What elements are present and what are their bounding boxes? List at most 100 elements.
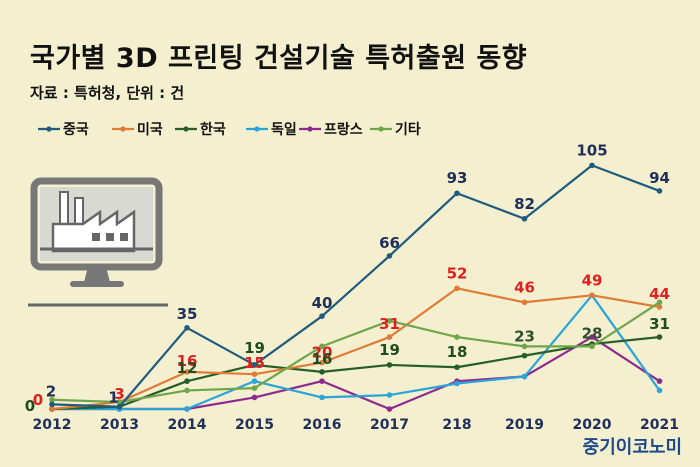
- data-label: 16: [312, 350, 333, 368]
- data-label: 93: [447, 169, 468, 187]
- series-line: [51, 335, 660, 411]
- data-point: [656, 387, 663, 394]
- data-label: 1: [108, 389, 118, 407]
- x-tick-label: 2014: [168, 417, 207, 433]
- legend-item: 미국: [112, 122, 163, 138]
- data-label: 31: [379, 315, 400, 333]
- data-point: [251, 394, 258, 401]
- data-point: [319, 359, 325, 366]
- data-point: [656, 304, 663, 310]
- data-point: [521, 299, 528, 306]
- data-point: [521, 343, 528, 350]
- legend-item: 기타: [370, 122, 421, 138]
- x-tick-label: 2020: [573, 417, 612, 433]
- data-label: 66: [379, 234, 400, 252]
- data-point: [319, 343, 325, 350]
- legend-label: 기타: [395, 122, 421, 138]
- data-point: [49, 396, 55, 403]
- x-tick-label: 2019: [505, 417, 544, 433]
- data-label: 23: [514, 327, 535, 345]
- data-label: 49: [582, 271, 603, 289]
- data-point: [184, 369, 190, 375]
- data-label: 18: [447, 343, 468, 361]
- series-6: [49, 299, 663, 405]
- data-labels: 2 1 35 40 66 93 82 105 94 0 3 16 15 20 31 52 46 49 44 0 12 19…: [25, 141, 670, 415]
- x-tick-label: 2021: [640, 417, 679, 433]
- data-label: 2: [46, 382, 56, 400]
- source-note: 자료 : 특허청, 단위 : 건: [30, 84, 185, 102]
- legend-marker: [46, 126, 52, 132]
- series-line: [51, 164, 660, 408]
- factory-monitor-icon: [28, 177, 168, 307]
- data-point: [656, 334, 663, 340]
- data-point: [386, 392, 393, 398]
- legend: 중국 미국 한국 독일 프랑스 기타: [38, 122, 421, 138]
- legend-marker: [120, 126, 126, 132]
- chart-title: 국가별 3D 프린팅 건설기술 특허출원 동향: [30, 43, 528, 74]
- data-label: 40: [312, 294, 333, 312]
- legend-label: 한국: [200, 122, 226, 138]
- data-point: [454, 334, 460, 340]
- series-2: [49, 285, 663, 412]
- data-label: 46: [514, 278, 535, 296]
- data-label: 35: [177, 305, 198, 323]
- data-point: [319, 378, 325, 384]
- data-point: [454, 285, 460, 292]
- data-point: [251, 385, 258, 391]
- data-point: [386, 362, 393, 368]
- data-point: [251, 371, 258, 378]
- x-tick-label: 2013: [100, 417, 139, 433]
- data-label: 31: [649, 315, 670, 333]
- data-point: [589, 162, 595, 169]
- series-4: [49, 292, 663, 412]
- data-point: [454, 364, 460, 371]
- data-point: [656, 188, 663, 194]
- series-lines: [49, 162, 663, 412]
- legend-marker: [307, 126, 313, 132]
- series-line: [51, 287, 660, 411]
- data-label: 12: [177, 359, 198, 377]
- data-label: 16: [177, 352, 198, 370]
- x-tick-label: 2016: [303, 417, 342, 433]
- data-point: [589, 292, 595, 299]
- data-label: 28: [582, 324, 603, 342]
- data-point: [454, 380, 460, 387]
- legend-label: 미국: [137, 122, 163, 138]
- data-label: 52: [447, 264, 468, 282]
- data-label: 3: [114, 385, 124, 403]
- data-point: [386, 253, 393, 259]
- data-point: [319, 369, 325, 375]
- data-label: 82: [514, 195, 535, 213]
- data-point: [184, 387, 190, 394]
- data-point: [319, 394, 325, 401]
- x-tick-label: 2017: [370, 417, 409, 433]
- legend-marker: [183, 126, 189, 132]
- legend-marker: [378, 126, 384, 132]
- x-tick-label: 218: [442, 417, 471, 433]
- legend-item: 독일: [246, 122, 297, 138]
- data-label: 20: [312, 344, 333, 362]
- data-point: [454, 190, 460, 197]
- data-label: 0: [25, 397, 35, 415]
- data-point: [521, 215, 528, 222]
- data-label: 94: [649, 169, 670, 187]
- data-label: 44: [649, 285, 670, 303]
- data-point: [319, 313, 325, 320]
- data-point: [589, 343, 595, 350]
- data-point: [116, 403, 123, 410]
- x-axis-ticks: 2012 2013 2014 2015 2016 2017 218 2019 2020 2021: [33, 417, 679, 433]
- brand-logo: 중기이코노미: [582, 437, 682, 458]
- legend-item: 프랑스: [299, 122, 363, 138]
- data-label: 19: [244, 339, 265, 357]
- x-tick-label: 2012: [33, 417, 72, 433]
- series-1: [49, 162, 663, 410]
- legend-label: 독일: [271, 122, 297, 138]
- legend-item: 한국: [175, 122, 226, 138]
- data-point: [656, 378, 663, 384]
- x-tick-label: 2015: [235, 417, 274, 433]
- data-point: [521, 352, 528, 359]
- series-line: [52, 294, 661, 411]
- data-point: [589, 334, 595, 340]
- legend-label: 프랑스: [324, 122, 363, 138]
